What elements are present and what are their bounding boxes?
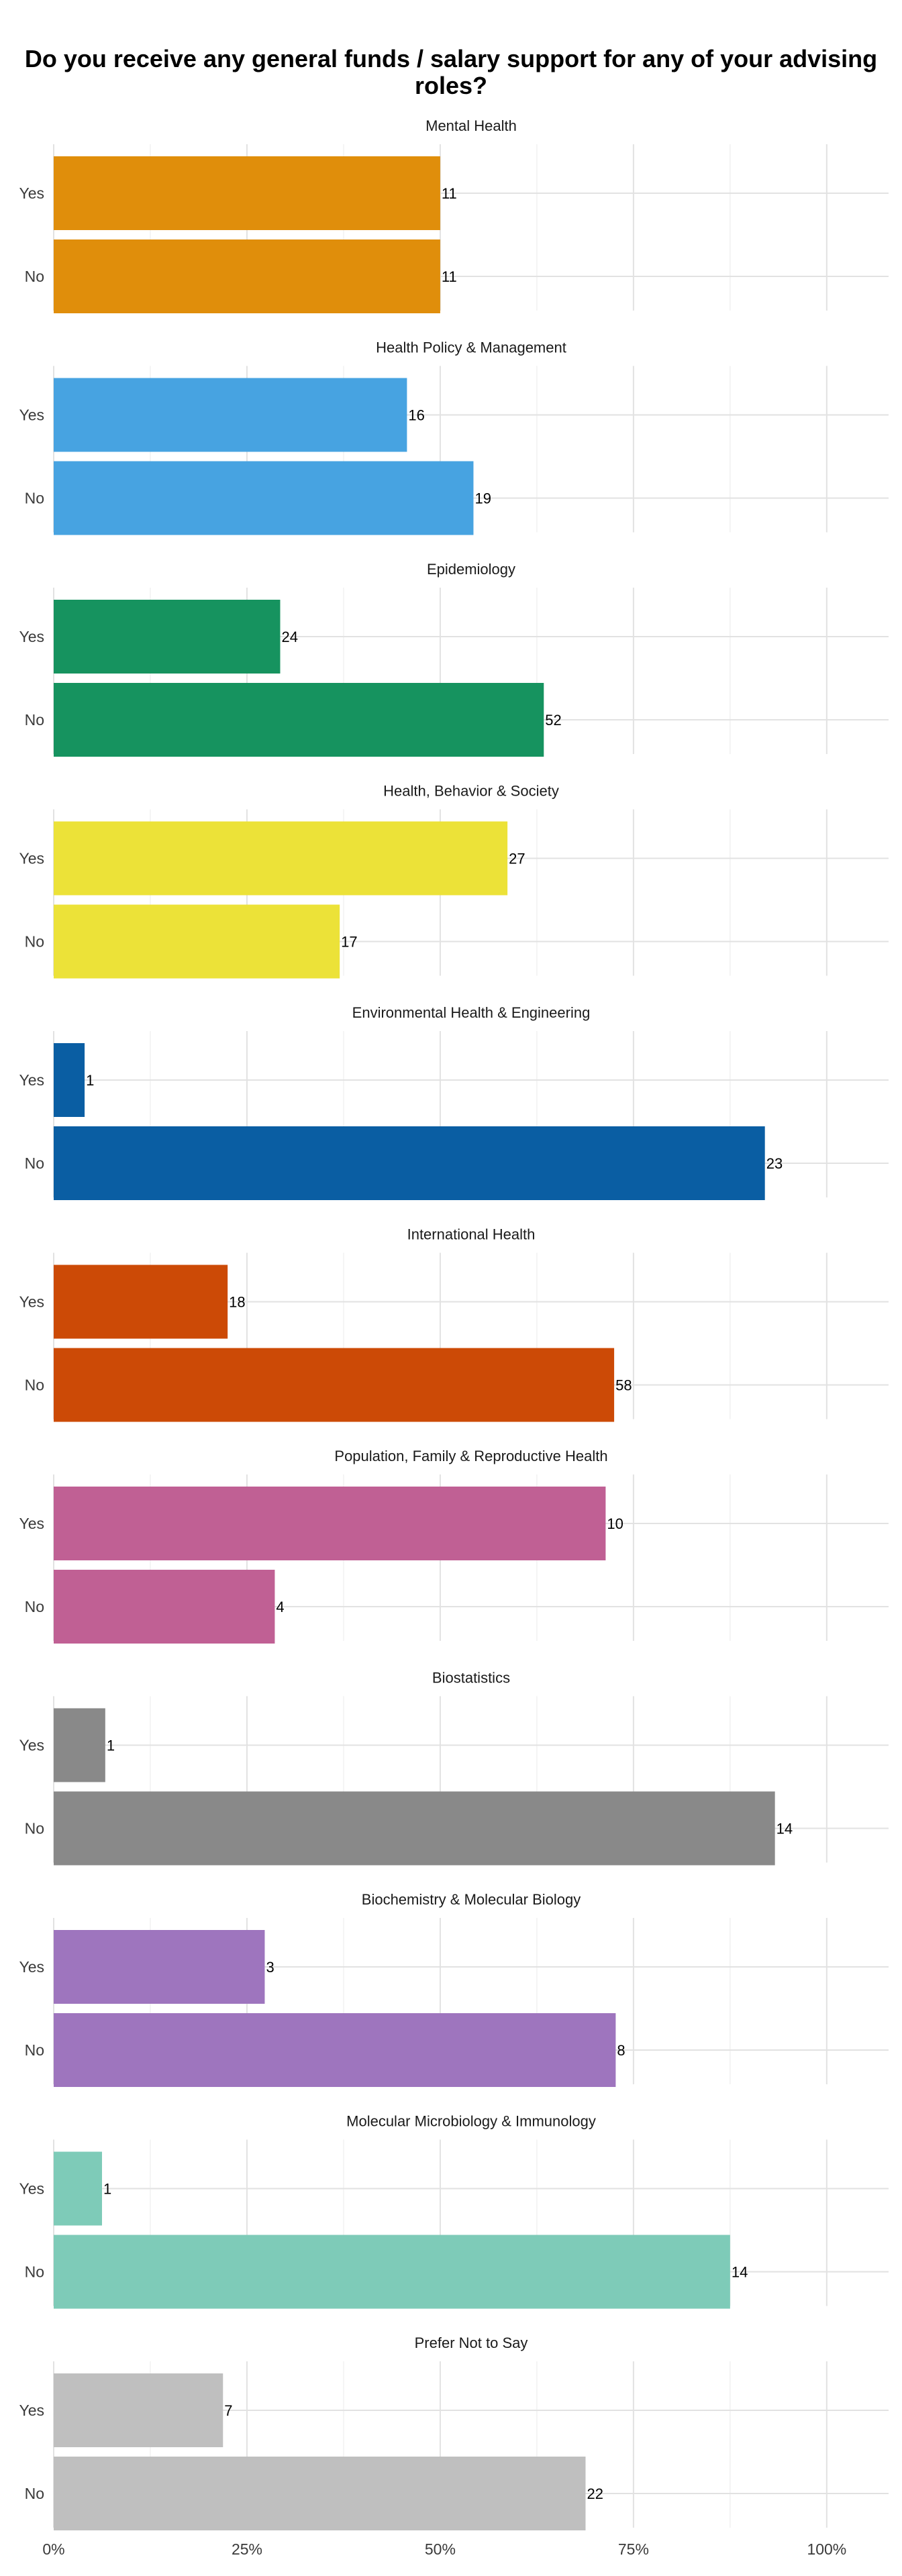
category-label: No [25,711,44,729]
bar-no [54,239,440,313]
x-tick-label: 25% [232,2540,262,2558]
facet-panel: Biochemistry & Molecular Biology 3 Yes 8 No [19,1891,889,2087]
facet-title: Biostatistics [432,1670,510,1686]
bar-yes [54,821,508,896]
bar-yes [54,600,281,674]
bar-no [54,2235,730,2309]
facet-title: Environmental Health & Engineering [352,1004,591,1021]
facet-panel: Health Policy & Management 16 Yes 19 No [19,339,889,535]
bar-no [54,1570,275,1644]
facet-title: Health Policy & Management [376,339,566,356]
bar-yes [54,378,407,452]
bar-value-label: 52 [545,712,561,729]
category-label: Yes [19,2180,44,2198]
x-tick-label: 0% [42,2540,64,2558]
category-label: Yes [19,628,44,645]
category-label: Yes [19,850,44,867]
facet-title: Molecular Microbiology & Immunology [346,2113,596,2130]
category-label: No [25,1155,44,1172]
bar-value-label: 10 [607,1515,623,1532]
bar-value-label: 24 [281,629,297,645]
bar-no [54,1791,775,1866]
category-label: No [25,490,44,507]
category-label: No [25,1598,44,1615]
bar-value-label: 14 [732,2264,748,2281]
bar-yes [54,2373,223,2447]
facet-panel: Molecular Microbiology & Immunology 1 Yes 1… [19,2113,889,2309]
facet-title: Biochemistry & Molecular Biology [362,1891,581,1908]
facet-panel: Epidemiology 24 Yes 52 No [19,561,889,757]
bar-value-label: 19 [474,490,491,507]
category-label: No [25,2485,44,2502]
category-label: No [25,933,44,951]
x-tick-label: 75% [618,2540,649,2558]
facet-panel: Biostatistics 1 Yes 14 No [19,1670,889,1866]
bar-value-label: 11 [442,185,457,202]
bar-value-label: 17 [341,934,357,951]
bar-no [54,2013,616,2087]
bar-value-label: 16 [408,407,424,424]
category-label: No [25,2041,44,2059]
bar-no [54,461,474,535]
bar-no [54,1126,765,1200]
x-tick-label: 100% [807,2540,846,2558]
facet-title: Health, Behavior & Society [383,783,559,800]
category-label: Yes [19,1293,44,1311]
facet-panel: Health, Behavior & Society 27 Yes 17 No [19,783,889,979]
bar-no [54,683,544,757]
category-label: No [25,1820,44,1837]
bar-value-label: 7 [224,2402,232,2419]
bar-value-label: 1 [107,1737,115,1754]
category-label: Yes [19,407,44,424]
bar-yes [54,1487,606,1560]
category-label: Yes [19,1737,44,1754]
bar-value-label: 4 [276,1599,284,1615]
bar-value-label: 3 [266,1959,274,1976]
bar-value-label: 14 [776,1821,793,1837]
facet-panel: Prefer Not to Say 7 Yes 22 No [19,2334,889,2530]
chart-title: Do you receive any general funds / salar… [24,45,878,99]
category-label: Yes [19,1515,44,1532]
bar-value-label: 18 [229,1294,245,1311]
facet-title: Mental Health [425,117,517,134]
facet-panel: Mental Health 11 Yes 11 No [19,117,889,313]
facet-panel: Environmental Health & Engineering 1 Yes 23… [19,1004,889,1200]
bar-no [54,904,340,979]
facet-title: Population, Family & Reproductive Health [334,1448,607,1464]
bar-no [54,1348,615,1422]
bar-value-label: 8 [617,2042,625,2059]
bar-value-label: 11 [442,268,457,285]
bar-value-label: 1 [103,2181,111,2198]
bar-value-label: 23 [766,1155,783,1172]
bar-yes [54,1708,105,1782]
bar-value-label: 22 [587,2485,603,2502]
bar-yes [54,1265,228,1339]
bar-value-label: 58 [615,1377,632,1394]
facet-title: International Health [407,1226,536,1243]
category-label: Yes [19,1958,44,1976]
facet-title: Prefer Not to Say [415,2334,528,2351]
bar-yes [54,1930,265,2004]
bar-no [54,2457,586,2530]
facet-panel: Population, Family & Reproductive Health… [19,1448,889,1644]
bar-value-label: 27 [509,851,525,867]
category-label: No [25,1377,44,1394]
category-label: Yes [19,184,44,202]
x-tick-label: 50% [425,2540,456,2558]
bar-yes [54,1043,85,1117]
bar-yes [54,2151,102,2226]
category-label: No [25,2263,44,2281]
category-label: Yes [19,1071,44,1089]
facet-title: Epidemiology [427,561,515,578]
bar-yes [54,156,440,230]
facet-panel: International Health 18 Yes 58 No [19,1226,889,1422]
category-label: Yes [19,2402,44,2419]
category-label: No [25,268,44,285]
bar-value-label: 1 [86,1072,94,1089]
